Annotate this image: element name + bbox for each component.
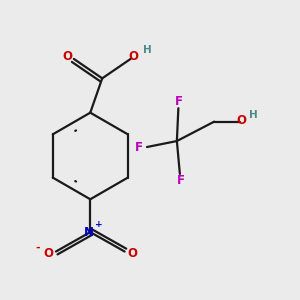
- Text: H: H: [142, 45, 152, 55]
- Text: N: N: [84, 226, 94, 238]
- Text: H: H: [249, 110, 257, 120]
- Text: +: +: [95, 220, 103, 229]
- Text: -: -: [35, 243, 40, 253]
- Text: O: O: [127, 247, 137, 260]
- Text: F: F: [135, 141, 143, 154]
- Text: O: O: [44, 247, 53, 260]
- Text: O: O: [237, 114, 247, 127]
- Text: O: O: [129, 50, 139, 63]
- Text: F: F: [176, 174, 184, 187]
- Text: F: F: [175, 95, 183, 108]
- Text: O: O: [62, 50, 72, 63]
